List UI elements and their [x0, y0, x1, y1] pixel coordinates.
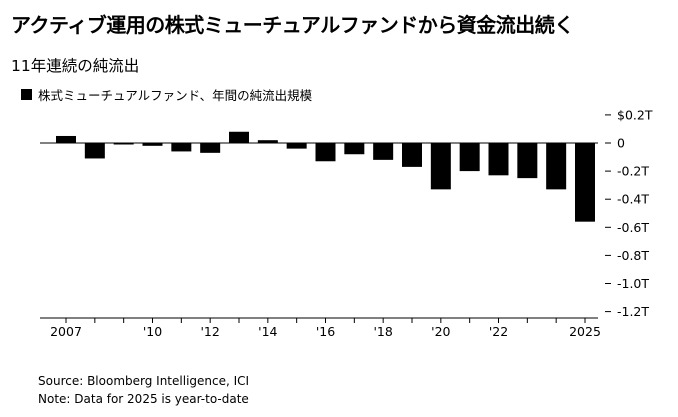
y-tick-label: -1.2T [617, 304, 649, 319]
bar-2022 [488, 143, 509, 176]
y-tick-label: -0.4T [617, 192, 649, 207]
bar-2015 [286, 143, 307, 149]
bar-2010 [142, 143, 163, 146]
bar-2020 [430, 143, 451, 190]
x-tick-label: '22 [489, 324, 508, 339]
bar-2012 [200, 143, 221, 153]
bar-2025 [575, 143, 595, 222]
bar-2016 [315, 143, 336, 162]
y-tick-label: $0.2T [617, 107, 653, 122]
x-tick-label: '20 [431, 324, 450, 339]
data-note: Note: Data for 2025 is year-to-date [38, 392, 249, 406]
legend-label: 株式ミューチュアルファンド、年間の純流出規模 [38, 88, 313, 103]
bar-2021 [459, 143, 480, 172]
x-tick-label: 2025 [569, 324, 601, 339]
bar-2008 [84, 143, 105, 159]
y-tick-label: -0.2T [617, 164, 649, 179]
x-tick-label: '10 [143, 324, 162, 339]
x-tick-label: '18 [373, 324, 392, 339]
bar-2019 [402, 143, 422, 167]
bar-chart: $0.2T 0 -0.2T -0.4T -0.6T -0.8T -1.0T -1.2T 2007… [40, 107, 653, 339]
x-tick-label: 2007 [50, 324, 82, 339]
bar-2013 [229, 131, 249, 143]
bar-2007 [56, 135, 76, 143]
chart-subtitle: 11年連続の純流出 [11, 57, 140, 75]
bar-2017 [344, 143, 365, 155]
chart-title: アクティブ運用の株式ミューチュアルファンドから資金流出続く [11, 13, 574, 37]
bar-2011 [171, 143, 192, 152]
x-tick-label: '14 [258, 324, 277, 339]
legend-swatch [21, 89, 32, 100]
x-tick-label: '16 [316, 324, 335, 339]
bar-2018 [373, 143, 394, 160]
bar-2023 [517, 143, 538, 179]
y-tick-label: 0 [617, 136, 625, 151]
legend: 株式ミューチュアルファンド、年間の純流出規模 [21, 85, 312, 104]
source-note: Source: Bloomberg Intelligence, ICI [38, 374, 250, 388]
bar-2009 [113, 143, 134, 145]
y-tick-label: -0.6T [617, 220, 649, 235]
bar-2024 [546, 143, 567, 190]
y-tick-label: -1.0T [617, 276, 649, 291]
y-tick-label: -0.8T [617, 248, 649, 263]
bar-2014 [257, 140, 278, 143]
x-tick-label: '12 [200, 324, 219, 339]
